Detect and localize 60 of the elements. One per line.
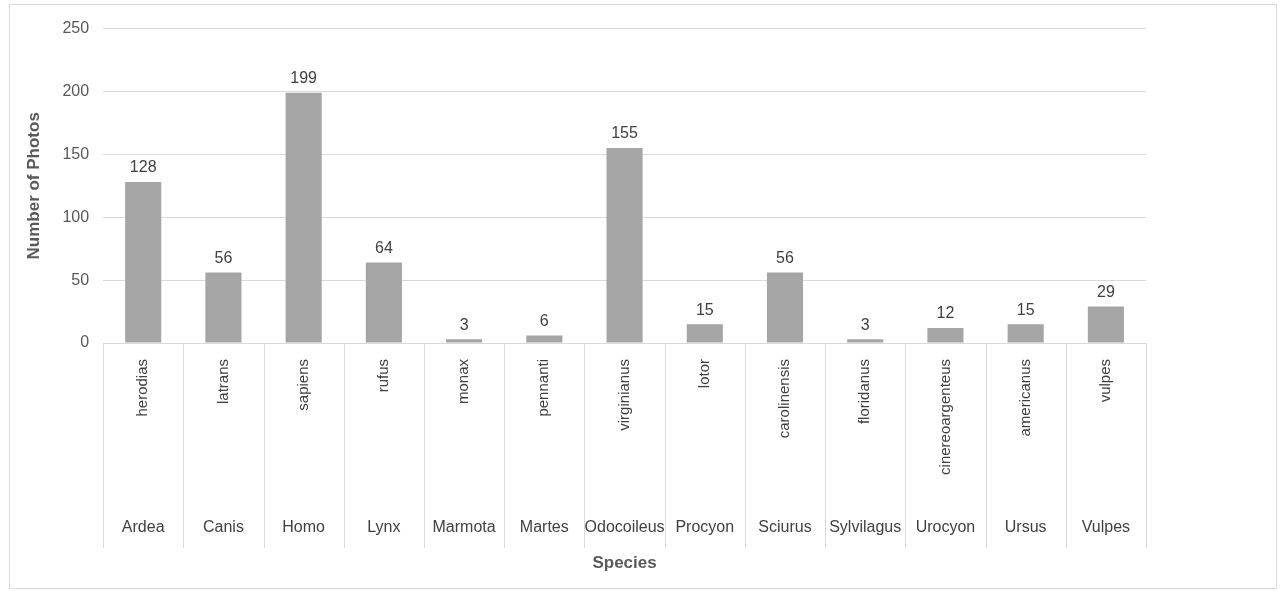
x-axis-title: Species <box>592 553 657 573</box>
text: Canis <box>202 518 244 536</box>
bar <box>1007 324 1044 343</box>
text: Sciurus <box>758 518 812 536</box>
data-label: 128 <box>129 158 157 176</box>
bar <box>1087 306 1124 343</box>
data-label: 6 <box>539 311 549 329</box>
x-tick-label: pennanti <box>534 359 552 417</box>
text: Marmota <box>432 518 496 536</box>
bar <box>606 148 643 343</box>
bar <box>205 272 242 343</box>
x-tick-label: cinereoargenteus <box>935 359 953 475</box>
data-label: 155 <box>611 124 638 142</box>
y-tick-label: 250 <box>62 19 90 37</box>
bar <box>365 262 402 343</box>
data-label: 29 <box>1096 282 1115 300</box>
data-label: 3 <box>459 315 469 333</box>
data-label: 3 <box>860 315 870 333</box>
x-tick-label: americanus <box>1015 359 1033 437</box>
data-label: 199 <box>290 69 318 87</box>
y-tick-label: 0 <box>80 333 90 351</box>
text: Odocoileus <box>584 518 665 536</box>
x-tick-label: monax <box>454 358 472 405</box>
text: Sylvilagus <box>829 518 902 536</box>
bar <box>285 92 322 343</box>
data-label: 64 <box>374 238 393 256</box>
text: Ardea <box>121 518 165 536</box>
x-tick-label: latrans <box>213 359 231 405</box>
y-tick-label: 200 <box>62 81 90 99</box>
text: Homo <box>282 518 326 536</box>
bar <box>125 182 162 343</box>
x-tick-label: floridanus <box>855 359 873 425</box>
y-tick-label: 50 <box>71 270 90 288</box>
text: Martes <box>519 518 569 536</box>
bar <box>766 272 804 343</box>
bar <box>526 335 563 343</box>
data-label: 12 <box>936 304 955 322</box>
text: Lynx <box>367 518 401 536</box>
x-tick-label: virginianus <box>614 359 632 431</box>
bar <box>686 324 723 343</box>
text: Vulpes <box>1081 518 1131 536</box>
x-tick-label: carolinensis <box>775 359 793 439</box>
text: Urocyon <box>915 518 976 536</box>
x-tick-label: lotor <box>694 359 712 389</box>
text: Ursus <box>1004 518 1047 536</box>
data-label: 15 <box>1016 300 1035 318</box>
y-tick-label: 100 <box>62 207 90 225</box>
text: Procyon <box>675 518 735 536</box>
bar <box>927 327 964 343</box>
bar <box>446 339 483 343</box>
data-label: 15 <box>695 300 714 318</box>
x-tick-label: rufus <box>374 359 392 393</box>
data-label: 56 <box>776 248 794 266</box>
x-tick-label: vulpes <box>1096 359 1114 403</box>
x-tick-label: sapiens <box>293 359 311 411</box>
data-label: 56 <box>214 248 233 266</box>
x-tick-label: herodias <box>133 359 151 417</box>
y-axis-title: Number of Photos <box>23 112 43 260</box>
bar <box>847 339 884 343</box>
y-tick-label: 150 <box>62 144 90 162</box>
